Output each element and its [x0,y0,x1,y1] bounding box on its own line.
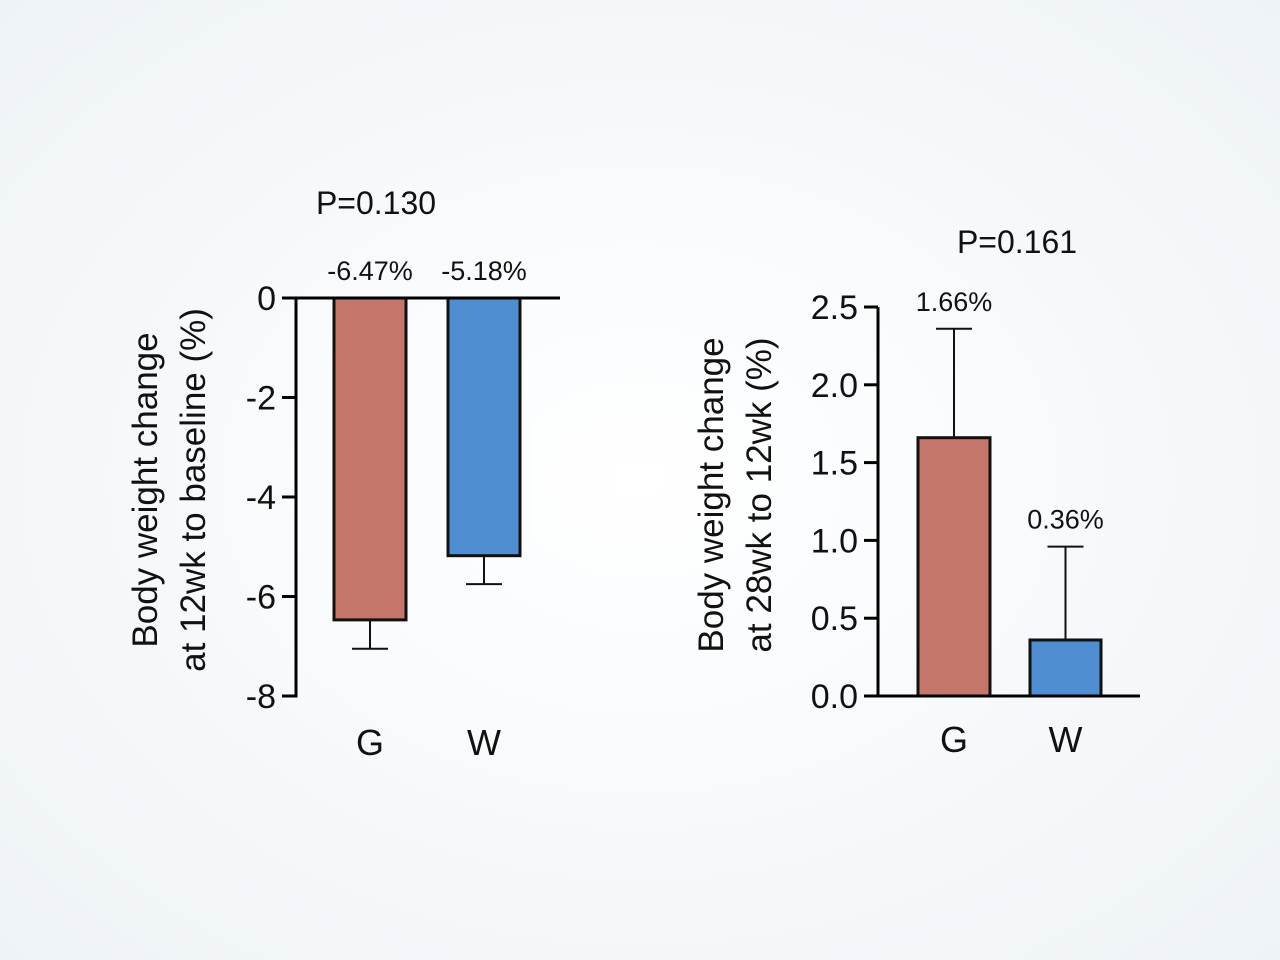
y-tick-label: 0.0 [811,678,858,716]
chart-28wk-12wk: Body weight change at 28wk to 12wk (%) P… [692,224,1140,760]
bar-G [332,296,408,622]
y-axis-label-line-2: at 12wk to baseline (%) [174,308,213,672]
value-label-W: 0.36% [1027,505,1104,535]
bar-G [916,436,992,698]
y-tick-label: 1.5 [811,445,858,483]
chart-12wk-baseline: Body weight change at 12wk to baseline (… [126,185,560,763]
y-tick-label: -6 [246,579,276,617]
y-axis-label-line-1: Body weight change [126,332,165,647]
y-axis-label-line-2: at 28wk to 12wk (%) [740,337,779,652]
y-tick-label: 1.0 [811,522,858,560]
y-tick-label: 2.5 [811,289,858,327]
value-label-G: -6.47% [327,256,413,286]
value-label-G: 1.66% [916,287,993,317]
y-tick-label: 2.0 [811,367,858,405]
y-tick-label: 0.5 [811,600,858,638]
category-label-G: G [356,722,384,763]
y-tick-label: -2 [246,380,276,418]
y-tick-label: -4 [246,479,276,517]
p-value-label: P=0.130 [316,185,436,221]
value-label-W: -5.18% [441,256,527,286]
category-label-G: G [940,719,968,760]
y-axis-label-line-1: Body weight change [692,337,731,652]
category-label-W: W [467,722,501,763]
category-label-W: W [1049,719,1083,760]
y-tick-label: 0 [257,280,276,318]
p-value-label: P=0.161 [957,224,1077,260]
y-tick-label: -8 [246,678,276,716]
bar-W [446,296,522,558]
bar-W [1028,638,1103,698]
